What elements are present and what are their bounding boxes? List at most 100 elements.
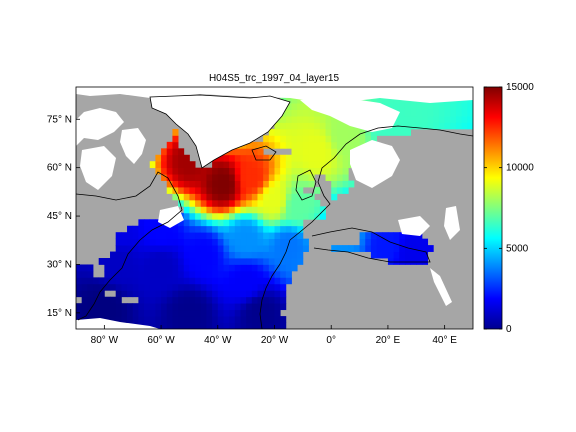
field-cell	[268, 206, 275, 214]
field-cell	[291, 122, 298, 130]
field-cell	[410, 122, 417, 130]
field-cell	[115, 296, 122, 304]
field-cell	[223, 232, 230, 240]
field-cell	[268, 290, 275, 298]
field-cell	[280, 187, 287, 194]
field-cell	[206, 219, 213, 227]
field-cell	[257, 174, 264, 181]
field-cell	[251, 316, 258, 323]
field-cell	[257, 283, 264, 291]
field-cell	[195, 238, 202, 246]
field-cell	[189, 199, 196, 207]
field-cell	[155, 232, 162, 240]
field-cell	[234, 270, 241, 278]
field-cell	[229, 225, 236, 233]
field-cell	[183, 296, 190, 304]
field-cell	[257, 251, 264, 259]
field-cell	[172, 303, 179, 311]
field-cell	[302, 180, 309, 188]
field-cell	[263, 154, 270, 162]
field-cell	[268, 135, 275, 143]
field-cell	[438, 116, 446, 123]
x-tick-label: 0°	[326, 335, 336, 346]
field-cell	[212, 187, 219, 194]
field-cell	[132, 264, 139, 272]
field-cell	[178, 322, 185, 329]
field-cell	[161, 232, 168, 240]
field-cell	[189, 167, 196, 175]
field-cell	[229, 290, 236, 298]
field-cell	[183, 270, 190, 278]
field-cell	[268, 264, 275, 272]
field-cell	[115, 245, 122, 252]
field-cell	[410, 103, 417, 110]
field-cell	[189, 245, 196, 252]
field-cell	[229, 219, 236, 227]
field-cell	[450, 103, 457, 110]
field-cell	[291, 161, 298, 169]
field-cell	[297, 135, 304, 143]
y-tick-label: 15° N	[47, 308, 72, 319]
field-cell	[274, 277, 281, 285]
field-cell	[166, 154, 173, 162]
field-cell	[268, 167, 275, 175]
field-cell	[274, 199, 281, 207]
field-cell	[376, 232, 383, 240]
y-tick-label: 30° N	[47, 259, 72, 270]
field-cell	[263, 322, 270, 329]
field-cell	[144, 303, 151, 311]
field-cell	[127, 232, 134, 240]
field-cell	[172, 277, 179, 285]
field-cell	[274, 193, 281, 201]
field-cell	[416, 103, 423, 110]
field-cell	[161, 148, 168, 156]
field-cell	[433, 109, 440, 117]
field-cell	[161, 316, 168, 323]
field-cell	[189, 225, 196, 233]
field-cell	[274, 174, 281, 181]
field-cell	[144, 283, 151, 291]
field-cell	[132, 303, 139, 311]
field-cell	[331, 135, 338, 143]
field-cell	[240, 232, 247, 240]
field-cell	[308, 206, 315, 214]
field-cell	[200, 212, 207, 220]
field-cell	[314, 122, 321, 130]
field-cell	[416, 251, 423, 259]
field-cell	[319, 161, 326, 169]
field-cell	[314, 199, 321, 207]
field-cell	[212, 309, 219, 317]
field-cell	[285, 199, 292, 207]
field-cell	[132, 309, 139, 317]
field-cell	[285, 277, 292, 285]
field-cell	[302, 122, 309, 130]
field-cell	[76, 290, 83, 298]
field-cell	[200, 180, 207, 188]
field-cell	[240, 258, 247, 265]
field-cell	[172, 135, 179, 143]
field-cell	[461, 103, 468, 110]
caribbean-ice	[76, 318, 160, 329]
field-cell	[212, 199, 219, 207]
field-cell	[206, 206, 213, 214]
field-cell	[257, 187, 264, 194]
field-cell	[212, 174, 219, 181]
field-cell	[251, 225, 258, 233]
field-cell	[382, 251, 389, 259]
field-cell	[336, 128, 343, 136]
field-cell	[433, 122, 440, 130]
field-cell	[450, 116, 457, 123]
field-cell	[172, 161, 179, 169]
field-cell	[257, 154, 264, 162]
field-cell	[206, 283, 213, 291]
field-cell	[353, 141, 360, 149]
field-cell	[251, 290, 258, 298]
field-cell	[138, 290, 145, 298]
caspian-ice	[444, 206, 460, 240]
field-cell	[280, 116, 287, 123]
field-cell	[319, 206, 326, 214]
field-cell	[172, 316, 179, 323]
field-cell	[382, 238, 389, 246]
field-cell	[393, 251, 400, 259]
field-cell	[229, 174, 236, 181]
